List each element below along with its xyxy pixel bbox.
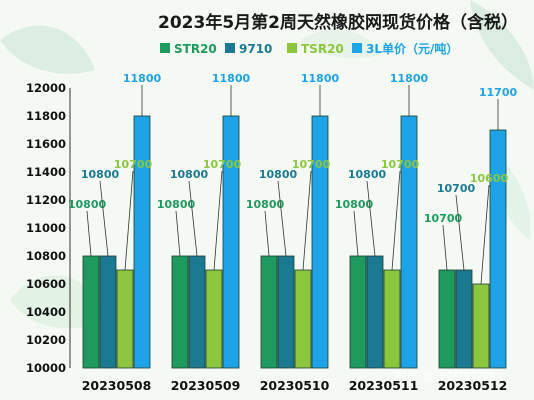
label-leader <box>175 210 181 257</box>
bar <box>133 115 151 369</box>
legend-swatch <box>352 43 362 53</box>
data-label: 10800 <box>170 168 209 181</box>
bar <box>472 283 490 369</box>
y-tick-label: 10800 <box>26 249 66 263</box>
data-label: 11800 <box>212 72 251 85</box>
y-tick-label: 11800 <box>26 109 66 123</box>
data-label: 10800 <box>81 168 120 181</box>
bar <box>438 269 456 369</box>
y-tick-label: 11000 <box>26 221 66 235</box>
data-label: 10800 <box>157 198 196 211</box>
bar <box>171 255 189 369</box>
y-tick-label: 10400 <box>26 305 66 319</box>
bar <box>311 115 329 369</box>
bar <box>277 255 295 369</box>
data-label: 10700 <box>203 158 242 171</box>
bar <box>116 269 134 369</box>
x-axis: 20230508 20230509 20230510 20230511 20230512 <box>82 378 508 393</box>
label-leader <box>480 184 490 285</box>
data-label: 10800 <box>348 168 387 181</box>
y-tick-label: 10600 <box>26 277 66 291</box>
bar <box>400 115 418 369</box>
data-label: 10800 <box>246 198 285 211</box>
data-label: 11800 <box>390 72 429 85</box>
bar <box>455 269 473 369</box>
label-leader <box>124 170 134 271</box>
chart-title: 2023年5月第2周天然橡胶网现货价格（含税） <box>158 12 518 33</box>
bar <box>82 255 100 369</box>
label-leader <box>188 180 198 257</box>
data-label: 11700 <box>479 86 518 99</box>
bar <box>349 255 367 369</box>
bar <box>188 255 206 369</box>
x-tick-label: 20230508 <box>82 378 152 393</box>
label-leader <box>353 210 359 257</box>
label-leader <box>442 224 448 271</box>
data-label: 10700 <box>381 158 420 171</box>
data-labels: 1080010800107001180010800108001070011800… <box>68 72 518 285</box>
data-label: 11800 <box>301 72 340 85</box>
watermark: 知乎 @天然橡胶网 <box>395 368 495 383</box>
label-leader <box>391 170 401 271</box>
legend-label: 3L单价（元/吨） <box>366 41 458 56</box>
data-label: 10700 <box>437 182 476 195</box>
x-tick-label: 20230511 <box>349 378 419 393</box>
data-label: 10800 <box>68 198 107 211</box>
bar <box>260 255 278 369</box>
label-leader <box>366 180 376 257</box>
legend-swatch <box>287 43 297 53</box>
data-label: 10800 <box>335 198 374 211</box>
bar <box>205 269 223 369</box>
label-leader <box>277 180 287 257</box>
data-label: 10700 <box>424 212 463 225</box>
label-leader <box>213 170 223 271</box>
y-tick-label: 11600 <box>26 137 66 151</box>
bar <box>99 255 117 369</box>
x-tick-label: 20230509 <box>171 378 241 393</box>
data-label: 10700 <box>292 158 331 171</box>
y-tick-label: 11400 <box>26 165 66 179</box>
label-leader <box>302 170 312 271</box>
legend-label: TSR20 <box>301 42 344 56</box>
data-label: 11800 <box>123 72 162 85</box>
y-tick-label: 12000 <box>26 81 66 95</box>
legend-swatch <box>160 43 170 53</box>
y-tick-label: 10000 <box>26 361 66 375</box>
data-label: 10800 <box>259 168 298 181</box>
bar <box>383 269 401 369</box>
bar <box>489 129 507 369</box>
bar <box>366 255 384 369</box>
bar <box>222 115 240 369</box>
y-axis: 10000 10200 10400 10600 10800 11000 11200 11400… <box>26 81 71 375</box>
legend-label: STR20 <box>174 42 217 56</box>
bar <box>294 269 312 369</box>
label-leader <box>99 180 109 257</box>
legend-swatch <box>225 43 235 53</box>
data-label: 10700 <box>114 158 153 171</box>
y-tick-label: 10200 <box>26 333 66 347</box>
y-tick-label: 11200 <box>26 193 66 207</box>
x-tick-label: 20230510 <box>260 378 330 393</box>
label-leader <box>264 210 270 257</box>
bars <box>82 115 507 369</box>
x-tick-label: 20230512 <box>438 378 508 393</box>
label-leader <box>455 194 465 271</box>
data-label: 10600 <box>470 172 509 185</box>
label-leader <box>86 210 92 257</box>
legend: STR20 9710 TSR20 3L单价（元/吨） <box>160 41 458 56</box>
legend-label: 9710 <box>239 42 272 56</box>
